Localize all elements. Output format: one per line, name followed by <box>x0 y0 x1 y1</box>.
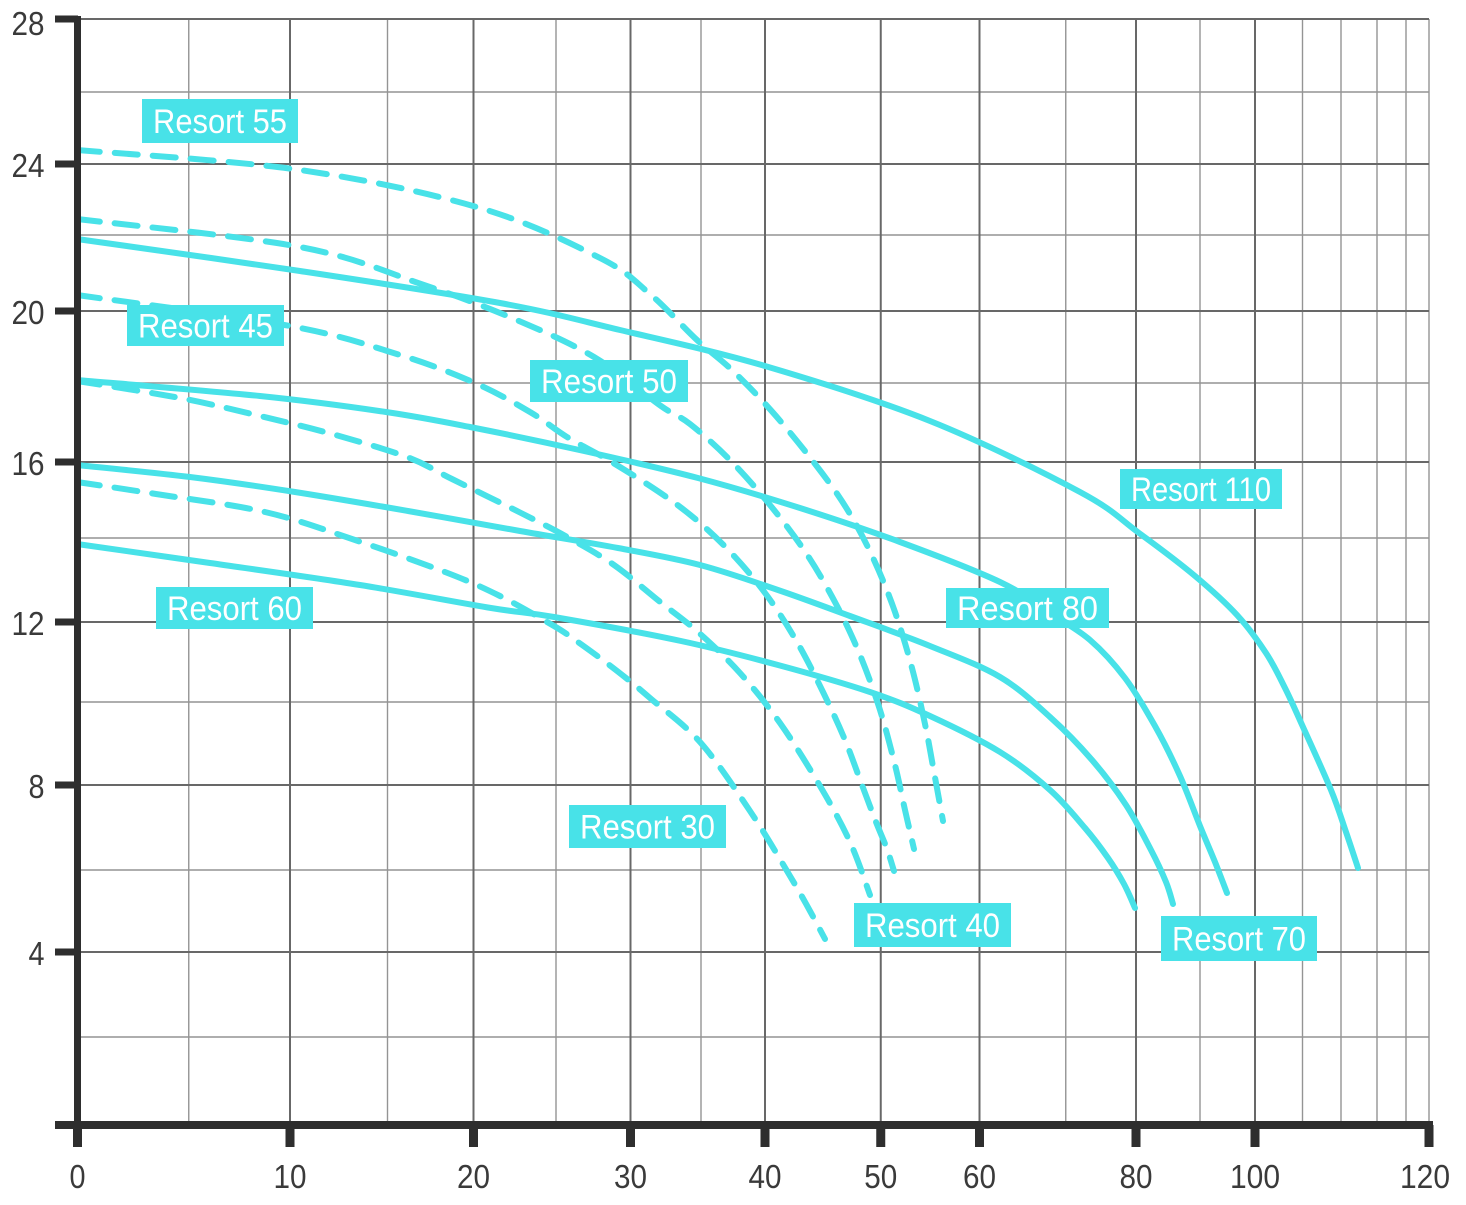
svg-text:Resort 40: Resort 40 <box>865 907 1000 945</box>
svg-text:20: 20 <box>12 294 45 331</box>
svg-text:50: 50 <box>864 1158 897 1195</box>
svg-text:10: 10 <box>274 1158 307 1195</box>
svg-text:Resort 80: Resort 80 <box>957 590 1098 628</box>
svg-text:Resort 110: Resort 110 <box>1131 471 1271 509</box>
svg-text:120: 120 <box>1400 1158 1450 1195</box>
svg-text:Resort 45: Resort 45 <box>138 308 273 346</box>
svg-text:Resort 50: Resort 50 <box>541 363 677 401</box>
svg-text:16: 16 <box>12 445 45 482</box>
svg-text:Resort 70: Resort 70 <box>1172 921 1306 959</box>
svg-text:30: 30 <box>614 1158 647 1195</box>
svg-text:80: 80 <box>1120 1158 1153 1195</box>
svg-text:8: 8 <box>29 768 45 805</box>
svg-text:Resort 55: Resort 55 <box>153 103 287 141</box>
svg-text:0: 0 <box>70 1158 86 1195</box>
svg-text:100: 100 <box>1230 1158 1280 1195</box>
svg-text:20: 20 <box>457 1158 490 1195</box>
svg-text:24: 24 <box>12 147 45 184</box>
svg-text:Resort 60: Resort 60 <box>167 590 302 628</box>
svg-text:40: 40 <box>749 1158 782 1195</box>
svg-text:28: 28 <box>12 5 45 42</box>
svg-text:12: 12 <box>12 605 45 642</box>
svg-text:4: 4 <box>29 935 45 972</box>
svg-text:Resort 30: Resort 30 <box>580 809 715 847</box>
svg-text:60: 60 <box>963 1158 996 1195</box>
